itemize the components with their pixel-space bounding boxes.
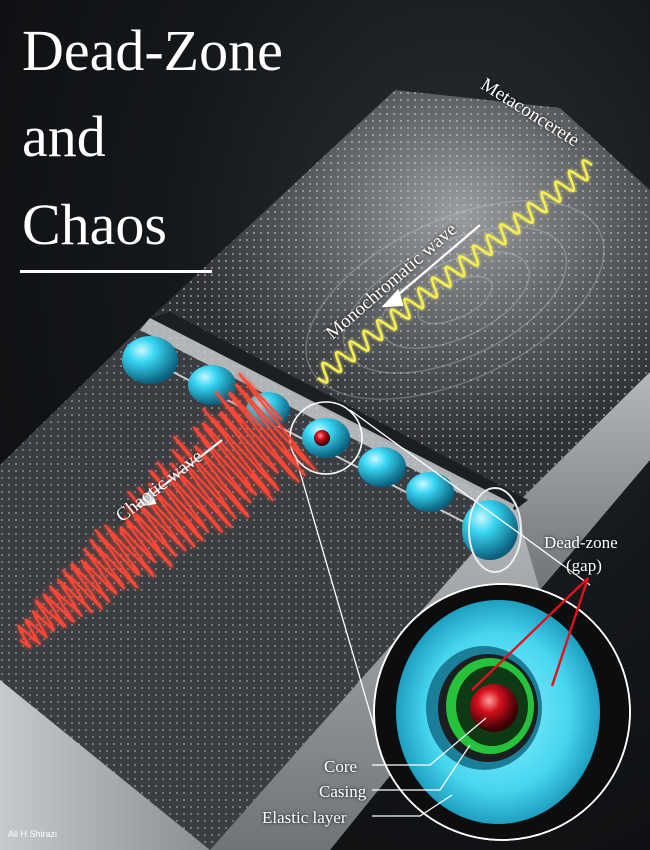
- inclusion-inset: [372, 577, 631, 841]
- title-line-2: and: [22, 104, 106, 169]
- inclusion-ball: [462, 500, 518, 560]
- gap-label: (gap): [566, 556, 602, 575]
- elastic-layer-label: Elastic layer: [262, 808, 347, 827]
- inclusion-core: [314, 430, 330, 446]
- dead-zone-label: Dead-zone: [544, 533, 618, 552]
- slab-cross-section: [468, 487, 522, 573]
- inclusion-ball: [358, 447, 406, 487]
- inclusion-ball: [122, 336, 178, 384]
- zoom-connectors: [294, 409, 591, 741]
- inclusion-ball: [188, 365, 236, 405]
- title-underline: [20, 270, 212, 273]
- title-line-3: Chaos: [22, 192, 167, 257]
- inclusion-chain: [122, 336, 522, 573]
- core-sphere: [470, 684, 518, 732]
- core-label: Core: [324, 757, 358, 776]
- monochromatic-wave: [317, 159, 593, 384]
- dead-zone-pointers: [471, 577, 590, 691]
- title-line-1: Dead-Zone: [22, 18, 283, 83]
- label-leaders: [372, 717, 487, 817]
- casing-label: Casing: [319, 782, 367, 801]
- wave-arrows: [134, 224, 481, 508]
- inclusion-ball: [406, 472, 454, 512]
- author-credit: Ali H Shirazi: [8, 829, 58, 839]
- chaotic-wave: [17, 372, 316, 649]
